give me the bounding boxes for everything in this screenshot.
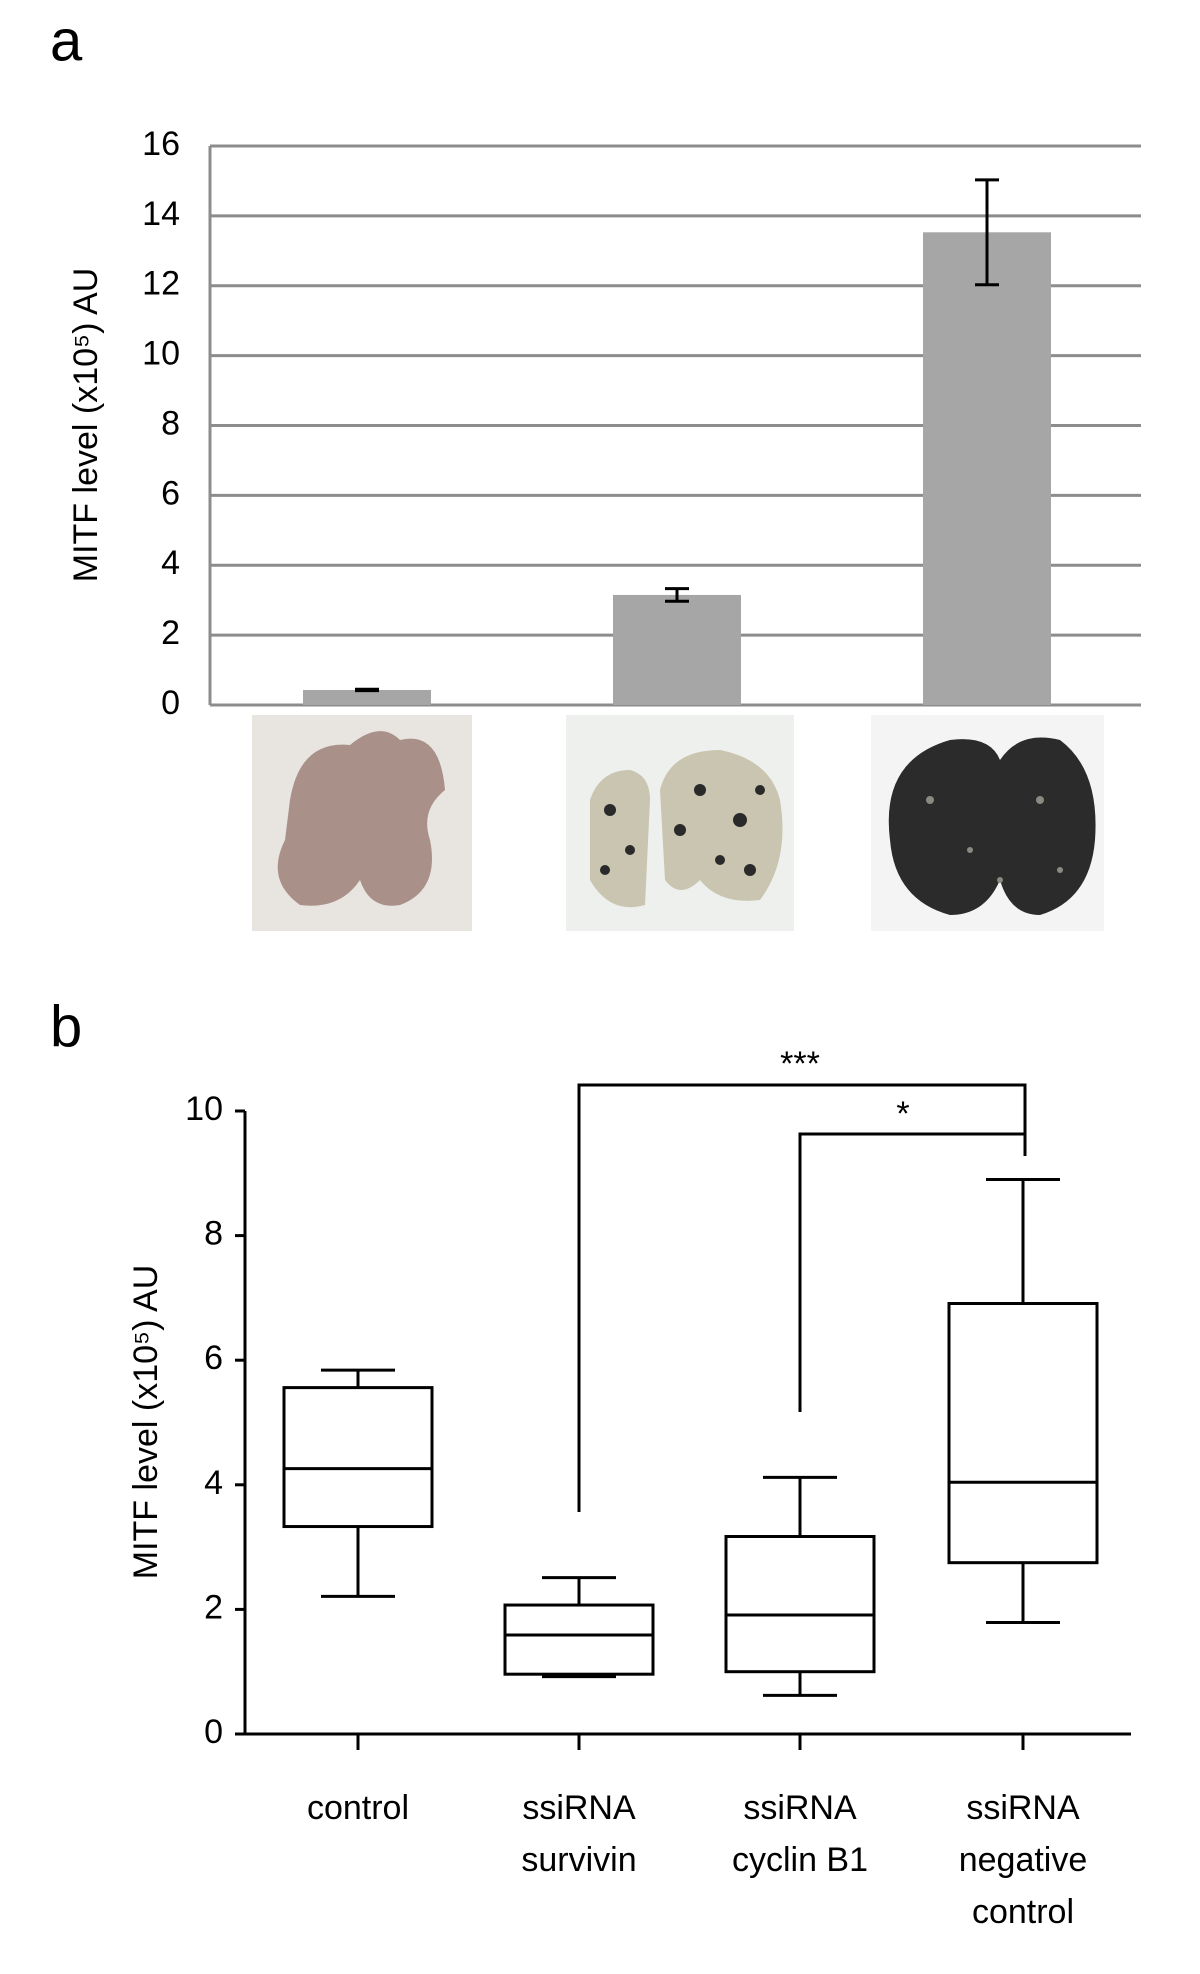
photo-survivin <box>566 715 794 931</box>
error-bar <box>975 178 999 287</box>
bar <box>613 594 741 705</box>
whisker-low <box>763 1671 837 1697</box>
x-tick-label: control <box>972 1893 1074 1931</box>
bracket <box>577 1083 1027 1512</box>
y-tick-label: 10 <box>185 1090 223 1128</box>
significance: *** <box>780 1045 820 1083</box>
y-tick-label: 2 <box>161 614 180 652</box>
y-tick-label: 8 <box>161 404 180 442</box>
whisker-low <box>321 1526 395 1598</box>
x-tick-label: ssiRNA <box>743 1789 857 1827</box>
y-tick-label: 0 <box>204 1713 223 1751</box>
y-tick-label: 2 <box>204 1588 223 1626</box>
box <box>724 1535 876 1674</box>
significance: * <box>896 1095 909 1133</box>
error-bar <box>355 687 379 693</box>
whisker-high <box>542 1576 616 1606</box>
y-tick-label: 4 <box>161 544 180 582</box>
y-tick-label: 8 <box>204 1215 223 1253</box>
y-tick-label: 6 <box>204 1339 223 1377</box>
y-axis-label: MITF level (x10⁵) AU <box>67 268 105 582</box>
y-tick-label: 12 <box>142 265 180 303</box>
box <box>947 1302 1099 1565</box>
bar <box>303 689 431 705</box>
y-tick-label: 0 <box>161 684 180 722</box>
x-tick-label: ssiRNA <box>522 1789 636 1827</box>
x-tick-label: cyclin B1 <box>732 1841 868 1879</box>
y-tick-label: 10 <box>142 335 180 373</box>
x-tick-label: ssiRNA <box>966 1789 1080 1827</box>
y-tick-label: 6 <box>161 474 180 512</box>
whisker-high <box>321 1368 395 1388</box>
whisker-high <box>986 1178 1060 1304</box>
x-tick-label: control <box>307 1789 409 1827</box>
error-bar <box>665 587 689 603</box>
box <box>503 1603 655 1676</box>
y-tick-label: 16 <box>142 125 180 163</box>
photo-control <box>252 715 472 931</box>
x-tick-label: negative <box>959 1841 1088 1879</box>
photo-negative-control <box>871 715 1104 931</box>
bracket <box>798 1132 1025 1412</box>
panel-label: a <box>50 8 83 73</box>
panel-label: b <box>50 994 82 1059</box>
whisker-low <box>986 1562 1060 1624</box>
x-tick-label: survivin <box>521 1841 636 1879</box>
y-tick-label: 14 <box>142 195 180 233</box>
bar <box>923 232 1051 705</box>
box <box>282 1386 434 1529</box>
axes <box>243 1111 1131 1736</box>
y-tick-label: 4 <box>204 1464 223 1502</box>
y-axis-label: MITF level (x10⁵) AU <box>127 1265 165 1579</box>
whisker-high <box>763 1475 837 1537</box>
